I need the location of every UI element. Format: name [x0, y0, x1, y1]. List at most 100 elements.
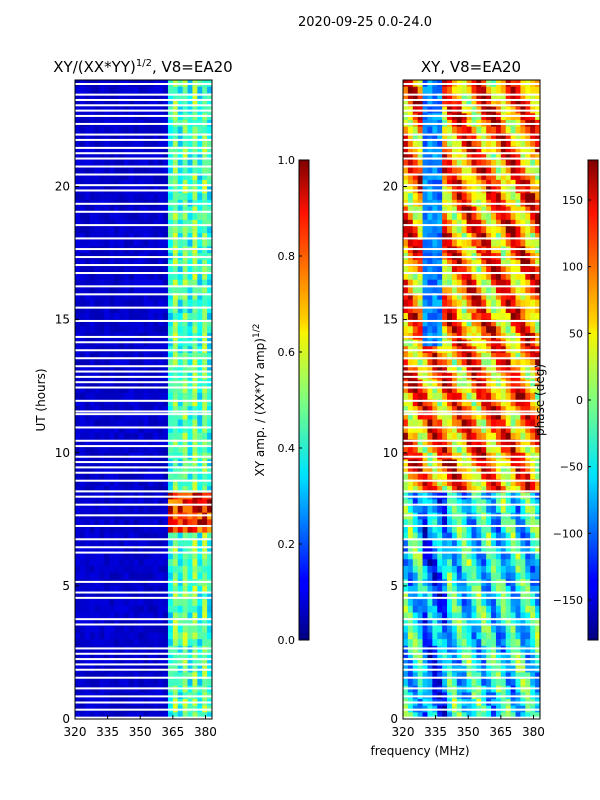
- flagged-row: [403, 538, 540, 541]
- flagged-row: [403, 202, 540, 205]
- flagged-row: [75, 264, 212, 267]
- flagged-row: [403, 114, 540, 117]
- flagged-row: [75, 157, 212, 160]
- amp-cbar-label-exp: 1/2: [252, 324, 262, 338]
- flagged-row: [403, 658, 540, 661]
- phase-heatmap: [403, 80, 540, 719]
- flagged-row: [75, 676, 212, 679]
- flagged-row: [75, 272, 212, 275]
- flagged-row: [403, 256, 540, 259]
- flagged-row: [75, 399, 212, 402]
- flagged-row: [75, 133, 212, 136]
- flagged-row: [403, 439, 540, 442]
- flagged-row: [75, 109, 212, 112]
- flagged-row: [75, 293, 212, 296]
- flagged-row: [403, 618, 540, 621]
- flagged-row: [75, 285, 212, 288]
- amp-plot-frame: [74, 79, 213, 720]
- amp-cbar-tick-label: 0.2: [278, 538, 296, 551]
- amp-title-exp: 1/2: [136, 58, 152, 69]
- phase-cbar-tick-label: 50: [569, 327, 583, 340]
- phase-cbar-tick-label: 0: [576, 394, 583, 407]
- flagged-row: [75, 479, 212, 482]
- flagged-row: [75, 580, 212, 583]
- flagged-row: [403, 381, 540, 384]
- flagged-row: [403, 184, 540, 187]
- flagged-row: [403, 514, 540, 517]
- flagged-row: [403, 306, 540, 309]
- flagged-row: [75, 93, 212, 96]
- flagged-row: [403, 716, 540, 719]
- flagged-row: [75, 82, 212, 85]
- flagged-row: [403, 591, 540, 594]
- flagged-row: [403, 248, 540, 251]
- amp-heatmap: [75, 80, 212, 719]
- flagged-row: [75, 114, 212, 117]
- flagged-row: [403, 93, 540, 96]
- flagged-row: [75, 426, 212, 429]
- flagged-row: [403, 701, 540, 704]
- flagged-row: [403, 189, 540, 192]
- amp-cbar-tick-label: 0.6: [278, 346, 296, 359]
- flagged-row: [75, 466, 212, 469]
- x-tick-label: 365: [161, 725, 184, 739]
- flagged-row: [403, 410, 540, 413]
- y-tick-label: 10: [55, 446, 70, 460]
- flagged-row: [75, 623, 212, 626]
- flagged-row: [403, 695, 540, 698]
- flagged-row: [403, 676, 540, 679]
- flagged-row: [403, 399, 540, 402]
- flagged-row: [75, 341, 212, 344]
- flagged-row: [403, 471, 540, 474]
- y-tick-label: 20: [55, 180, 70, 194]
- flagged-row: [403, 224, 540, 227]
- flagged-row: [403, 652, 540, 655]
- flagged-row: [75, 224, 212, 227]
- flagged-row: [403, 524, 540, 527]
- x-tick-label: 335: [424, 725, 447, 739]
- flagged-row: [75, 237, 212, 240]
- phase-colorbar-ticks: −150 −100 −50 0 50 100 150: [553, 194, 591, 607]
- amp-title-suffix: , V8=EA20: [152, 58, 233, 76]
- flagged-row: [403, 466, 540, 469]
- amp-title-main: XY/(XX*YY): [53, 58, 136, 76]
- flagged-row: [403, 357, 540, 360]
- flagged-row: [75, 647, 212, 650]
- flagged-row: [75, 596, 212, 599]
- flagged-row: [403, 490, 540, 493]
- flagged-row: [75, 546, 212, 549]
- flagged-row: [75, 708, 212, 711]
- phase-panel-title: XY, V8=EA20: [421, 58, 521, 76]
- phase-plot-frame: [402, 79, 541, 720]
- flagged-row: [75, 663, 212, 666]
- flagged-row: [75, 445, 212, 448]
- phase-x-axis: 320 335 350 365 380: [392, 715, 545, 739]
- flagged-row: [403, 708, 540, 711]
- flagged-row: [75, 306, 212, 309]
- flagged-row: [403, 503, 540, 506]
- amp-colorbar: [298, 159, 310, 641]
- flagged-row: [75, 256, 212, 259]
- flagged-row: [403, 98, 540, 101]
- flagged-row: [403, 386, 540, 389]
- flagged-row: [403, 551, 540, 554]
- flagged-row: [403, 375, 540, 378]
- flagged-row: [403, 138, 540, 141]
- flagged-row: [75, 184, 212, 187]
- phase-flagged-rows: [403, 82, 540, 719]
- flagged-row: [403, 495, 540, 498]
- flagged-row: [75, 514, 212, 517]
- flagged-row: [75, 652, 212, 655]
- flagged-row: [75, 658, 212, 661]
- flagged-row: [403, 426, 540, 429]
- flagged-row: [403, 173, 540, 176]
- flagged-row: [403, 146, 540, 149]
- flagged-row: [403, 596, 540, 599]
- flagged-row: [75, 410, 212, 413]
- flagged-row: [75, 591, 212, 594]
- flagged-row: [403, 82, 540, 85]
- flagged-row: [75, 503, 212, 506]
- flagged-row: [75, 716, 212, 719]
- flagged-row: [75, 538, 212, 541]
- phase-colorbar-label: phase (deg): [533, 364, 547, 436]
